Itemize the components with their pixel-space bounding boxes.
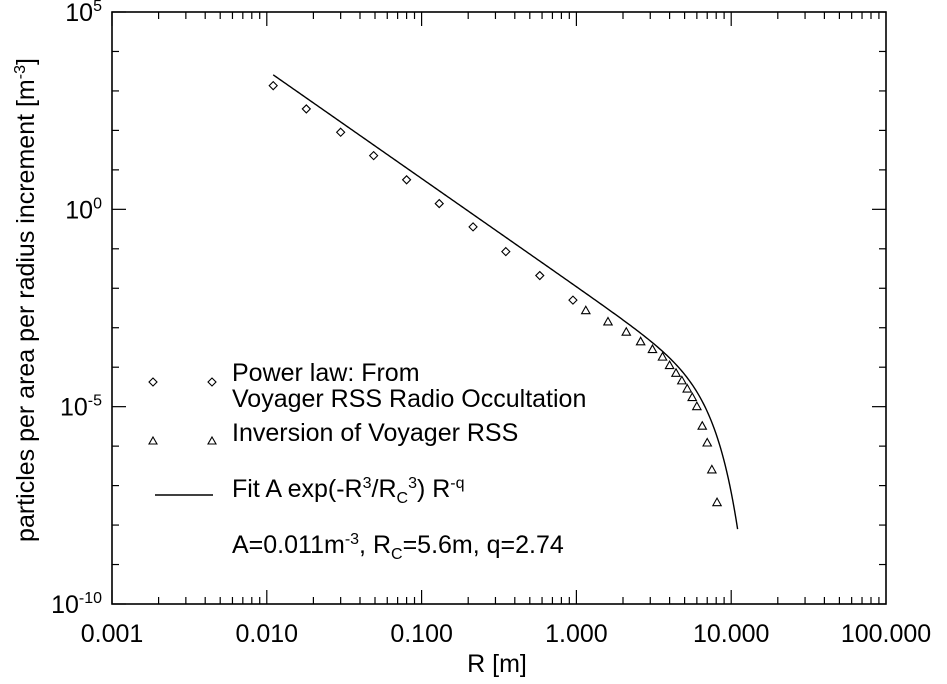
- fit-label-c: ) R: [417, 475, 450, 503]
- y-axis-label-main: particles per area per radius increment …: [12, 79, 40, 542]
- fit-sup-q: -q: [450, 475, 464, 492]
- x-tick-label: 0.001: [81, 620, 144, 648]
- params-c: =5.6m, q=2.74: [403, 531, 564, 559]
- triangle-point: [621, 326, 632, 336]
- triangle-point: [657, 351, 668, 361]
- triangle-point: [697, 420, 708, 430]
- x-tick-label: 10.000: [693, 620, 769, 648]
- y-tick-label: 105: [65, 0, 102, 27]
- triangle-point: [647, 343, 658, 354]
- y-tick-base: 10: [51, 591, 79, 619]
- plot-frame: [111, 11, 887, 605]
- triangle-point: [702, 437, 713, 447]
- diamond-point: [301, 104, 312, 114]
- diamond-point: [434, 198, 445, 209]
- diamond-point: [535, 270, 545, 281]
- diamond-point: [468, 222, 478, 232]
- fit-sup-3a: 3: [363, 475, 372, 492]
- x-tick-label: 0.010: [236, 620, 299, 648]
- y-tick-exp: -5: [88, 393, 102, 410]
- triangle-point: [676, 375, 687, 385]
- y-axis-label-end: ]: [12, 58, 40, 65]
- triangle-point: [602, 316, 614, 326]
- legend-diamond-marker-2: [207, 377, 217, 387]
- y-tick-exp: -10: [79, 590, 102, 607]
- axis-ticks: [111, 11, 886, 605]
- y-tick-base: 10: [60, 394, 88, 422]
- triangle-point: [670, 367, 682, 377]
- diamond-series: [268, 80, 578, 305]
- triangle-point: [580, 305, 591, 315]
- y-tick-exp: 5: [93, 0, 102, 15]
- triangle-point: [687, 391, 698, 402]
- fit-sub-c: C: [397, 490, 409, 507]
- params-a: A=0.011m: [232, 531, 345, 559]
- diamond-point: [368, 150, 379, 161]
- fit-label-a: Fit A exp(-R: [232, 475, 363, 503]
- legend-triangle-marker-1: [148, 435, 158, 445]
- y-tick-exp: 0: [93, 195, 102, 212]
- y-tick-base: 10: [65, 196, 93, 224]
- fit-sup-3b: 3: [408, 475, 417, 492]
- diamond-point: [268, 80, 278, 91]
- legend-fit-label: Fit A exp(-R3/RC3) R-q: [232, 475, 465, 507]
- fit-line: [272, 74, 739, 530]
- y-tick-label: 100: [65, 195, 102, 224]
- legend: Power law: From Voyager RSS Radio Occult…: [148, 359, 586, 563]
- params-sup: -3: [345, 531, 359, 548]
- legend-triangle-marker-2: [207, 435, 217, 445]
- y-axis-label: particles per area per radius increment …: [12, 58, 40, 542]
- x-tick-label: 0.100: [390, 620, 453, 648]
- y-tick-base: 10: [65, 0, 93, 27]
- y-axis-label-sup: -3: [12, 65, 29, 79]
- triangle-point: [706, 464, 717, 474]
- legend-diamond-marker-1: [148, 377, 158, 387]
- legend-diamond-label-1: Power law: From: [232, 359, 420, 387]
- legend-diamond-label-2: Voyager RSS Radio Occultation: [232, 385, 586, 413]
- diamond-point: [568, 295, 578, 305]
- diamond-point: [335, 127, 346, 137]
- y-tick-label: 10-5: [60, 393, 102, 422]
- x-tick-label: 100.000: [841, 620, 931, 648]
- params-b: , R: [359, 531, 391, 559]
- triangle-point: [691, 401, 702, 411]
- legend-params-label: A=0.011m-3, RC=5.6m, q=2.74: [232, 531, 564, 563]
- params-sub: C: [391, 546, 403, 563]
- triangle-series: [580, 305, 723, 507]
- legend-triangle-label: Inversion of Voyager RSS: [232, 419, 518, 447]
- y-tick-label: 10-10: [51, 590, 102, 619]
- fit-label-b: /R: [372, 475, 397, 503]
- x-axis-label: R [m]: [467, 650, 527, 678]
- diamond-point: [501, 246, 511, 257]
- triangle-point: [711, 497, 723, 507]
- triangle-point: [664, 359, 675, 370]
- x-tick-labels: 0.001 0.010 0.100 1.000 10.000 100.000: [81, 620, 931, 648]
- x-tick-label: 1.000: [545, 620, 608, 648]
- diamond-point: [401, 175, 412, 185]
- triangle-point: [682, 383, 693, 393]
- triangle-point: [635, 336, 646, 346]
